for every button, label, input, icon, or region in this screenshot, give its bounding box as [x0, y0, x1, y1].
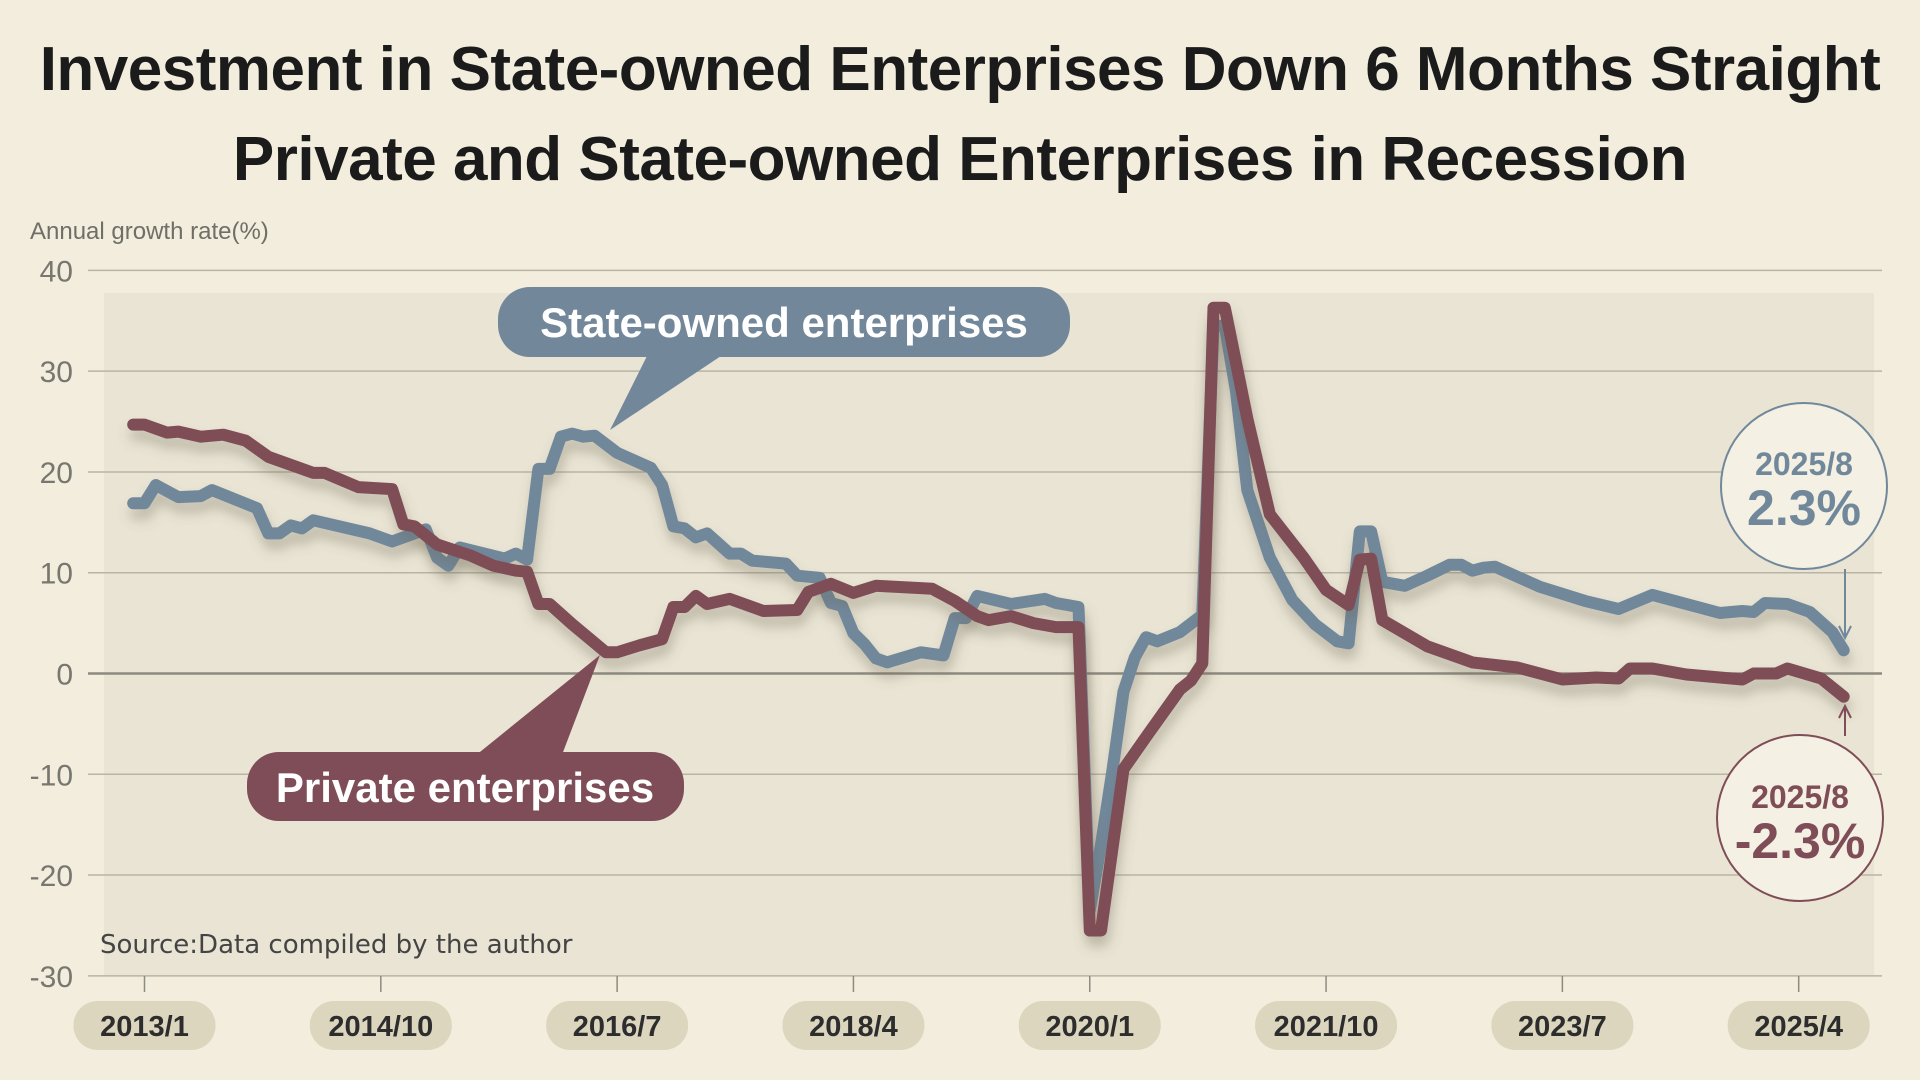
- subtitle-text: Private and State-owned Enterprises in R…: [232, 125, 1688, 194]
- private-end-arrowhead: [1838, 703, 1852, 719]
- private-end-annotation: 2025/8 -2.3%: [1716, 703, 1884, 902]
- state-end-circle: [1720, 402, 1888, 570]
- private-end-date: 2025/8: [1751, 779, 1849, 815]
- y-tick-label: -30: [30, 961, 73, 994]
- state-end-date: 2025/8: [1755, 446, 1853, 482]
- private-end-value: -2.3%: [1735, 813, 1866, 869]
- x-tick-label: 2020/1: [1045, 1011, 1134, 1043]
- private-callout-label: Private enterprises: [276, 764, 654, 811]
- y-tick-label: 10: [40, 558, 73, 591]
- private-end-circle: [1716, 734, 1884, 902]
- state-callout-bubble: [498, 287, 1070, 357]
- x-tick-pill: [1018, 1001, 1161, 1050]
- state-callout-pointer: [610, 350, 730, 430]
- chart-title-line-2: Private and State-owned Enterprises in R…: [0, 124, 1920, 195]
- x-tick-pill: [309, 1001, 452, 1050]
- state-callout-label: State-owned enterprises: [540, 299, 1028, 346]
- series-lines: [127, 301, 1850, 937]
- x-tick-label: 2014/10: [328, 1011, 433, 1043]
- state-end-value: 2.3%: [1747, 480, 1861, 536]
- plot-area: [104, 293, 1874, 976]
- x-tick-label: 2016/7: [573, 1011, 662, 1043]
- private-callout: Private enterprises: [247, 655, 684, 821]
- y-tick-label: 40: [40, 255, 73, 288]
- y-axis-ticks: 40 30 20 10 0 -10 -20 -30: [30, 255, 73, 993]
- y-tick-label: -10: [30, 759, 73, 792]
- private-callout-bubble: [247, 752, 684, 821]
- chart-title-line-1: Investment in State-owned Enterprises Do…: [0, 34, 1920, 105]
- state-end-annotation: 2025/8 2.3%: [1720, 402, 1888, 641]
- private-enterprises-line: [127, 301, 1850, 937]
- x-tick-pill: [546, 1001, 689, 1050]
- y-axis-label: Annual growth rate(%): [30, 218, 269, 245]
- y-tick-label: 20: [40, 457, 73, 490]
- x-tick-label: 2023/7: [1518, 1011, 1607, 1043]
- x-tick-pill: [73, 1001, 216, 1050]
- x-axis-ticks: 2013/1 2014/10 2016/7 2018/4 2020/1 2021/10 20…: [73, 976, 1870, 1050]
- x-tick-label: 2018/4: [809, 1011, 898, 1043]
- x-tick-pill: [1491, 1001, 1634, 1050]
- y-tick-label: 0: [56, 659, 73, 692]
- x-tick-pill: [1727, 1001, 1870, 1050]
- title-text: Investment in State-owned Enterprises Do…: [39, 35, 1881, 104]
- x-tick-label: 2021/10: [1274, 1011, 1379, 1043]
- x-tick-label: 2025/4: [1754, 1011, 1843, 1043]
- x-tick-label: 2013/1: [100, 1011, 189, 1043]
- y-tick-label: 30: [40, 356, 73, 389]
- state-enterprises-line: [127, 319, 1850, 917]
- y-tick-label: -20: [30, 860, 73, 893]
- x-tick-pill: [1255, 1001, 1398, 1050]
- x-tick-pill: [782, 1001, 925, 1050]
- private-callout-pointer: [470, 655, 600, 760]
- source-note: Source:Data compiled by the author: [100, 930, 573, 960]
- state-end-arrowhead: [1838, 625, 1852, 641]
- state-callout: State-owned enterprises: [498, 287, 1070, 430]
